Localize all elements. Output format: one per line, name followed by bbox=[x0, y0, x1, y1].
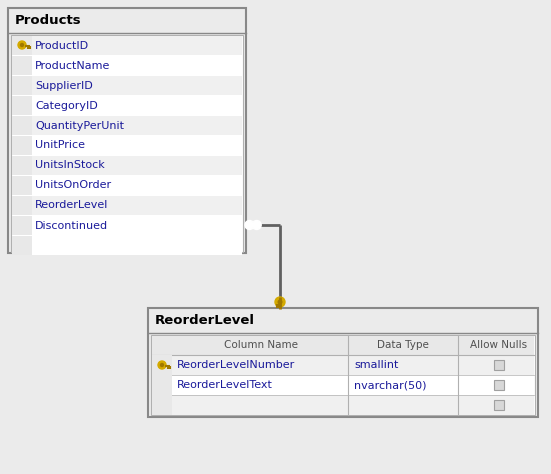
Text: ProductName: ProductName bbox=[35, 61, 110, 71]
Text: nvarchar(50): nvarchar(50) bbox=[354, 381, 426, 391]
Bar bbox=[12, 216, 242, 235]
Bar bbox=[12, 136, 32, 155]
Bar bbox=[12, 156, 32, 175]
Bar bbox=[151, 335, 535, 415]
Bar bbox=[12, 136, 242, 155]
Text: ReorderLevel: ReorderLevel bbox=[155, 314, 255, 327]
Bar bbox=[12, 56, 32, 75]
Bar bbox=[494, 360, 504, 370]
Bar bbox=[494, 380, 504, 390]
Bar bbox=[12, 116, 242, 135]
Bar bbox=[12, 96, 242, 115]
Text: smallint: smallint bbox=[354, 361, 398, 371]
Text: Products: Products bbox=[15, 14, 82, 27]
Bar bbox=[152, 355, 172, 375]
Circle shape bbox=[160, 364, 164, 366]
Text: UnitsInStock: UnitsInStock bbox=[35, 161, 105, 171]
Text: ProductID: ProductID bbox=[35, 40, 89, 51]
Bar bbox=[494, 400, 504, 410]
Circle shape bbox=[252, 220, 261, 229]
Text: ReorderLevelNumber: ReorderLevelNumber bbox=[177, 361, 295, 371]
Text: UnitsOnOrder: UnitsOnOrder bbox=[35, 181, 111, 191]
Bar bbox=[8, 8, 246, 253]
Text: Discontinued: Discontinued bbox=[35, 220, 108, 230]
Bar bbox=[152, 336, 534, 355]
Text: UnitPrice: UnitPrice bbox=[35, 140, 85, 151]
Circle shape bbox=[20, 44, 24, 46]
Bar bbox=[12, 76, 242, 95]
Bar bbox=[12, 56, 242, 75]
Text: CategoryID: CategoryID bbox=[35, 100, 98, 110]
Bar bbox=[152, 395, 172, 415]
Text: ReorderLevel: ReorderLevel bbox=[35, 201, 109, 210]
Bar bbox=[12, 236, 32, 255]
Bar bbox=[12, 36, 32, 55]
Bar bbox=[12, 96, 32, 115]
Bar bbox=[152, 355, 534, 375]
Bar bbox=[12, 196, 32, 215]
Bar bbox=[152, 395, 534, 415]
Bar bbox=[11, 35, 243, 252]
Circle shape bbox=[245, 220, 254, 229]
Text: Column Name: Column Name bbox=[224, 340, 298, 350]
Text: SupplierID: SupplierID bbox=[35, 81, 93, 91]
Bar bbox=[152, 375, 172, 395]
Bar bbox=[148, 308, 538, 417]
Circle shape bbox=[158, 361, 166, 369]
Text: QuantityPerUnit: QuantityPerUnit bbox=[35, 120, 124, 130]
Bar bbox=[12, 176, 242, 195]
Circle shape bbox=[278, 300, 282, 304]
Circle shape bbox=[275, 297, 285, 307]
Bar bbox=[12, 116, 32, 135]
Text: Data Type: Data Type bbox=[377, 340, 429, 350]
Bar bbox=[12, 156, 242, 175]
Bar bbox=[12, 236, 242, 255]
Bar bbox=[12, 36, 242, 55]
Bar bbox=[152, 375, 534, 395]
Bar bbox=[12, 176, 32, 195]
Bar bbox=[12, 196, 242, 215]
Bar bbox=[12, 216, 32, 235]
Text: ReorderLevelText: ReorderLevelText bbox=[177, 381, 273, 391]
Bar bbox=[12, 76, 32, 95]
Circle shape bbox=[18, 41, 26, 49]
Text: Allow Nulls: Allow Nulls bbox=[471, 340, 527, 350]
Bar bbox=[152, 336, 172, 355]
